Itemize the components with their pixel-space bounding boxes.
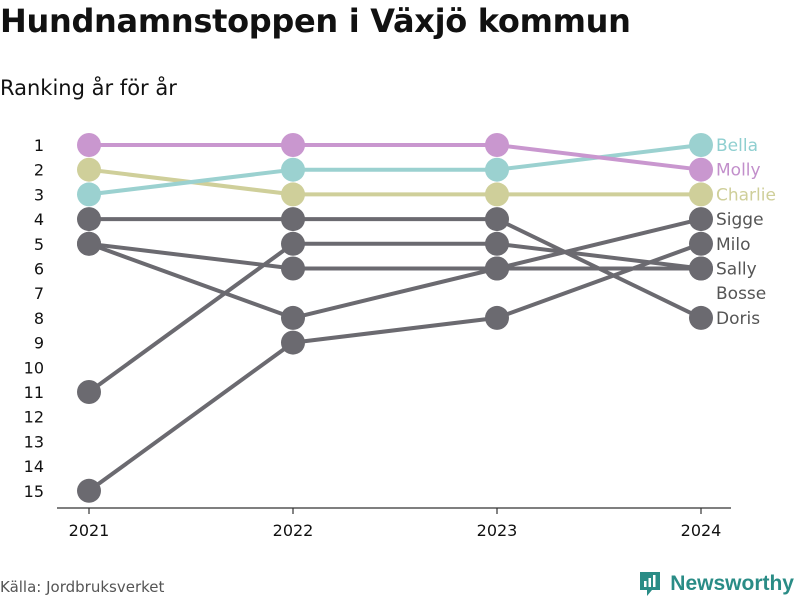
series-line-molly: [89, 143, 702, 172]
y-tick-label: 7: [34, 284, 44, 303]
point-sally: [77, 231, 101, 256]
x-tick-label: 2024: [681, 521, 722, 540]
point-molly: [281, 133, 305, 157]
series-lines: [87, 143, 702, 493]
x-tick-label: 2022: [273, 521, 314, 540]
point-bosse: [485, 231, 509, 256]
end-label-bosse: Bosse: [716, 284, 766, 304]
series-points: [77, 133, 713, 503]
point-charlie: [77, 157, 101, 182]
end-label-doris: Doris: [716, 309, 760, 329]
point-milo: [689, 231, 713, 256]
y-tick-label: 4: [34, 210, 44, 229]
point-bella: [485, 157, 509, 182]
point-sally: [281, 256, 305, 281]
end-label-bella: Bella: [716, 136, 758, 156]
point-doris: [689, 305, 713, 330]
point-charlie: [689, 182, 713, 207]
x-axis-ticks: 2021 2022 2023 2024: [69, 508, 722, 540]
point-bosse: [281, 231, 305, 256]
end-label-charlie: Charlie: [716, 185, 776, 205]
source-note: Källa: Jordbruksverket: [0, 578, 165, 596]
point-bella: [77, 182, 101, 207]
end-label-molly: Molly: [716, 161, 761, 181]
point-sally: [485, 256, 509, 281]
y-tick-label: 11: [24, 383, 44, 402]
x-tick-label: 2021: [69, 521, 110, 540]
point-bella: [281, 157, 305, 182]
y-tick-label: 10: [24, 358, 44, 377]
point-bosse: [77, 380, 101, 404]
y-tick-label: 8: [34, 309, 44, 328]
point-molly: [485, 133, 509, 157]
y-tick-label: 9: [34, 334, 44, 353]
point-doris: [485, 207, 509, 232]
newsworthy-logo-icon: [640, 572, 661, 596]
chart-subtitle: Ranking år för år: [0, 76, 177, 100]
series-line-sigge: [88, 217, 702, 320]
point-molly: [689, 157, 713, 182]
series-line-milo: [87, 241, 702, 493]
brand-name: Newsworthy: [670, 572, 794, 595]
point-molly: [77, 133, 101, 157]
point-bosse: [689, 256, 713, 281]
series-line-bella: [88, 143, 702, 197]
point-bella: [689, 133, 713, 157]
y-tick-label: 3: [34, 185, 44, 204]
point-charlie: [281, 182, 305, 207]
y-tick-label: 6: [34, 260, 44, 279]
point-sigge: [281, 305, 305, 330]
point-milo: [77, 478, 101, 503]
point-milo: [485, 305, 509, 330]
y-tick-label: 15: [24, 482, 44, 501]
y-tick-label: 14: [24, 457, 44, 476]
point-charlie: [485, 182, 509, 207]
brand-logo: Newsworthy: [638, 570, 794, 598]
point-sigge: [689, 207, 713, 232]
series-line-doris: [89, 217, 702, 320]
end-label-sally: Sally: [716, 260, 757, 280]
x-tick-label: 2023: [477, 521, 518, 540]
end-label-milo: Milo: [716, 235, 751, 255]
end-label-sigge: Sigge: [716, 210, 764, 230]
end-labels: Bella Molly Charlie Sigge Milo Sally Bosse Dori…: [716, 136, 776, 329]
y-tick-label: 13: [24, 432, 44, 451]
point-milo: [281, 330, 305, 355]
series-line-bosse: [87, 241, 702, 394]
y-tick-label: 1: [34, 136, 44, 155]
chart-title: Hundnamnstoppen i Växjö kommun: [0, 2, 631, 40]
point-doris: [281, 207, 305, 232]
y-tick-label: 5: [34, 235, 44, 254]
y-tick-label: 2: [34, 161, 44, 180]
point-doris: [77, 207, 101, 232]
y-tick-label: 12: [24, 408, 44, 427]
